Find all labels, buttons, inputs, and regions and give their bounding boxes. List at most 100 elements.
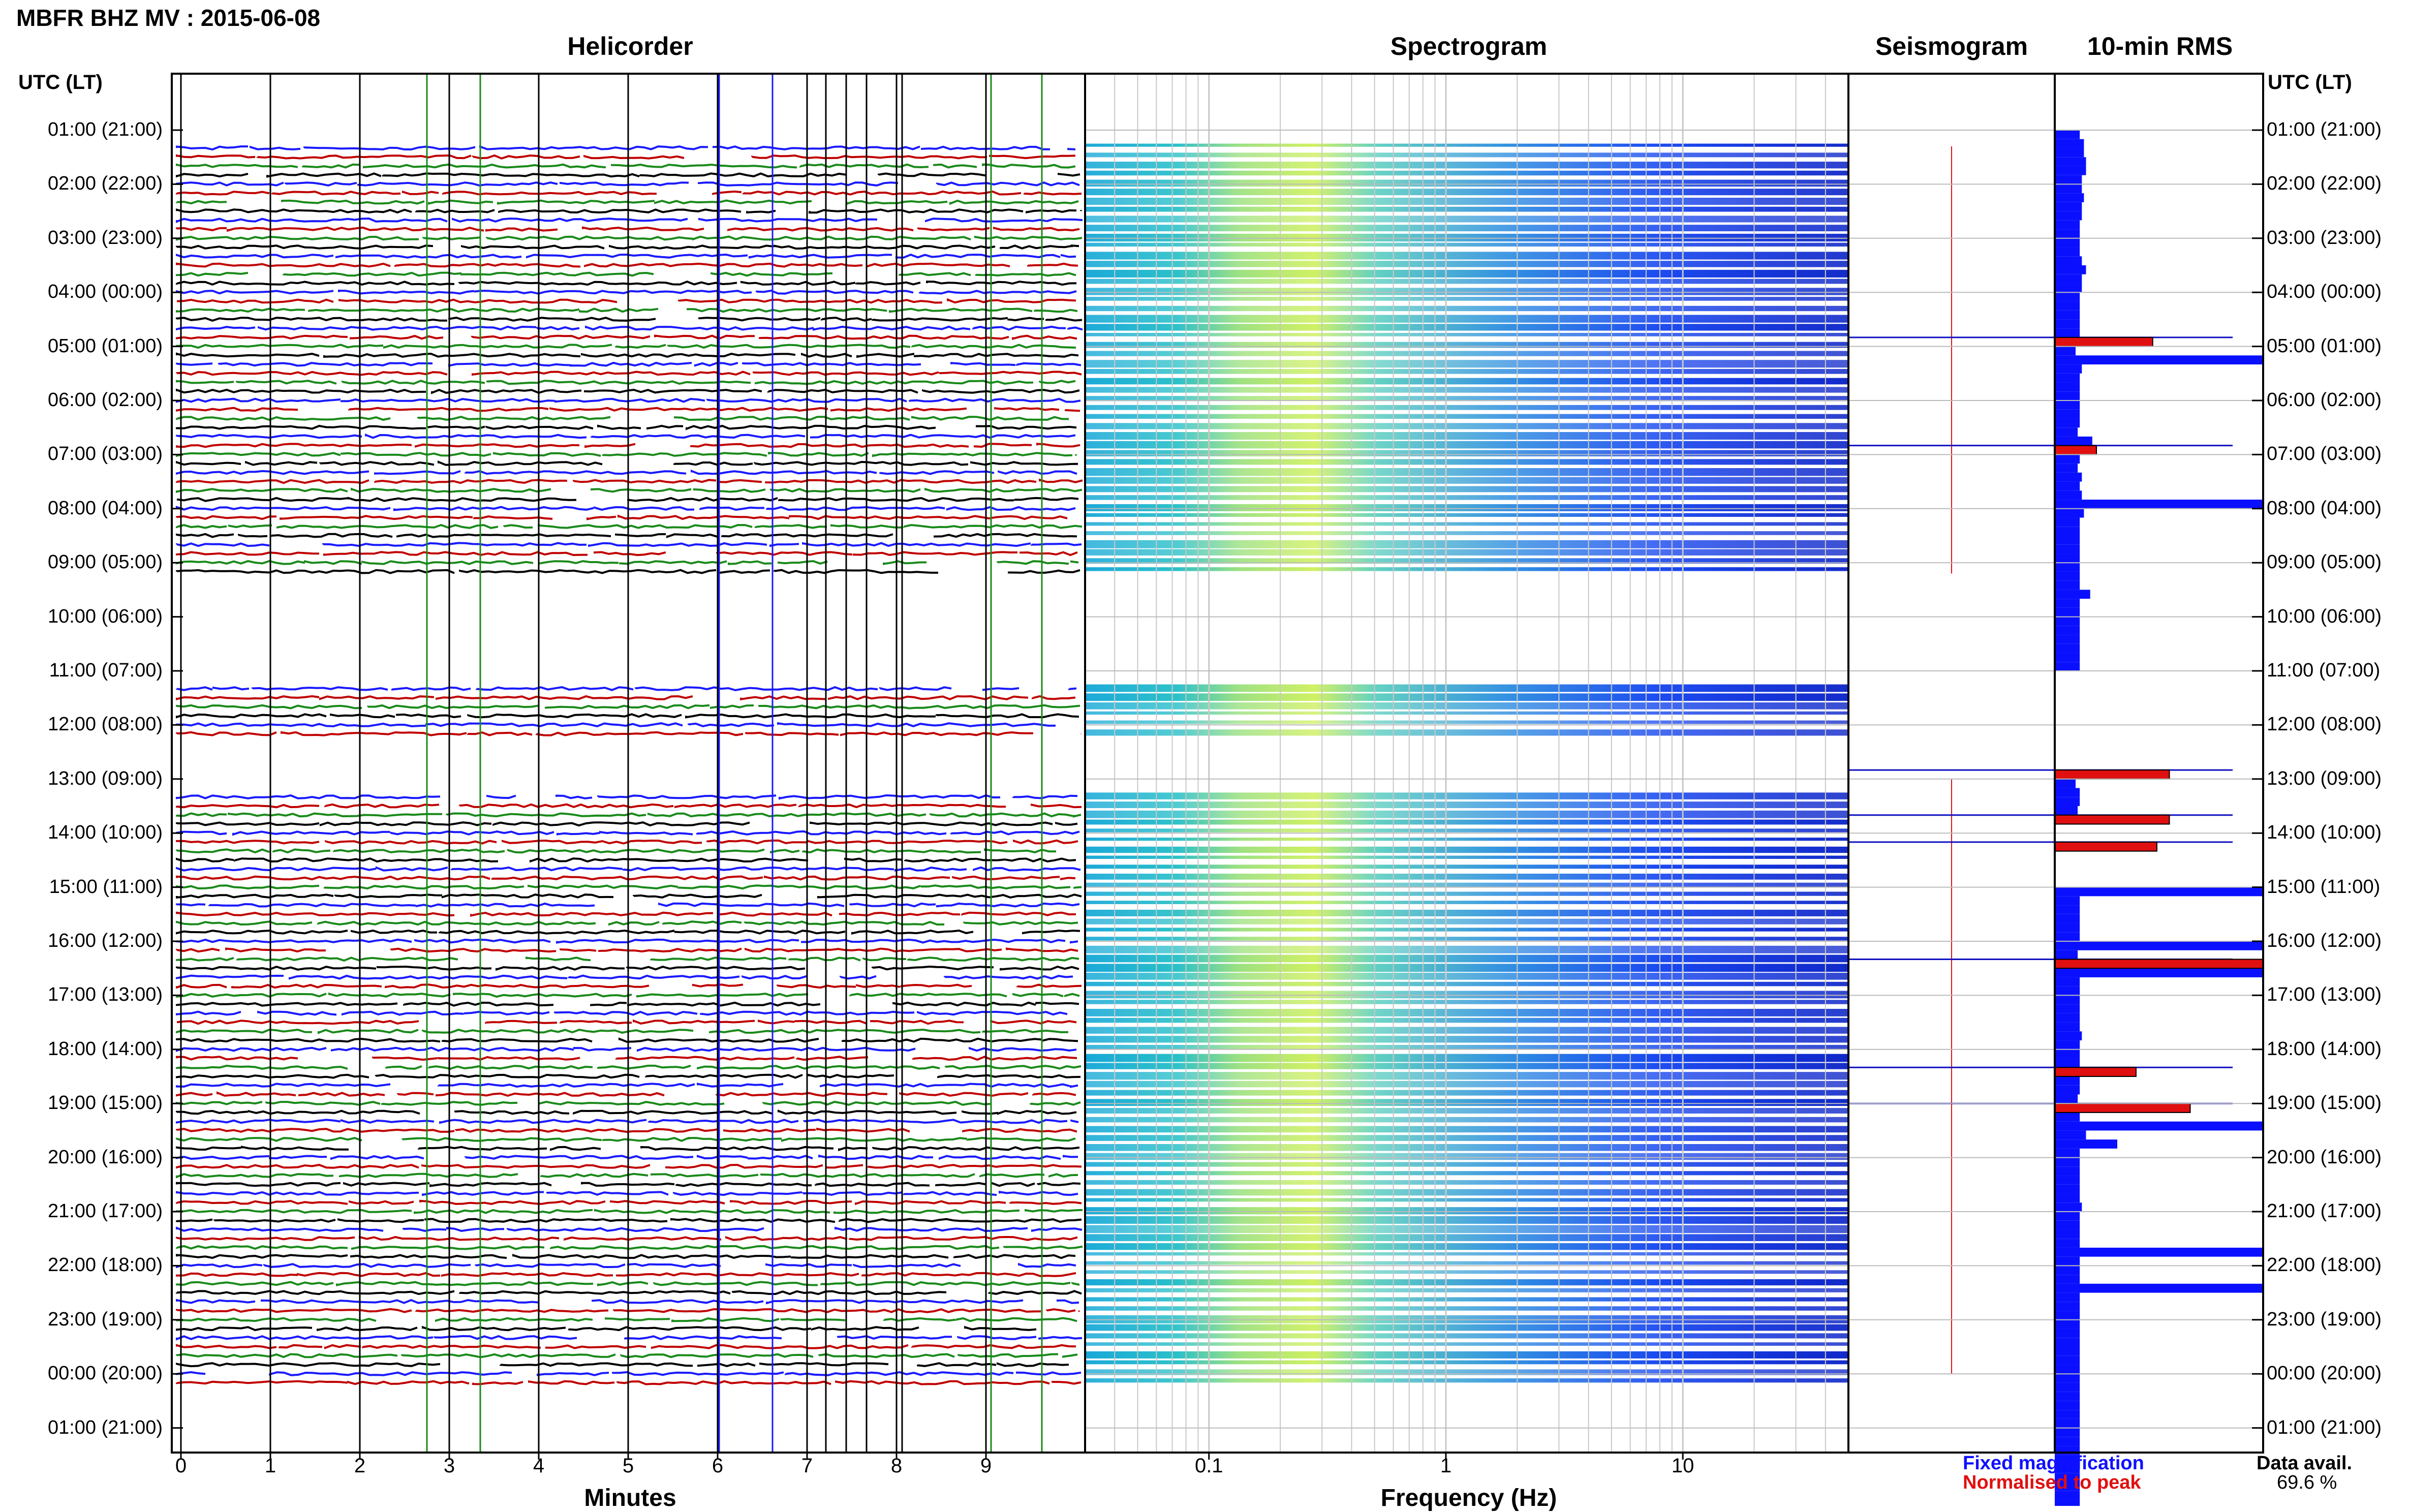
helicorder-trace: [176, 334, 1077, 341]
spectrogram-strip: [1086, 531, 1847, 535]
spectrogram-strip: [1086, 693, 1847, 701]
spectrogram-strip: [1086, 252, 1847, 260]
helicorder-trace: [176, 812, 1082, 818]
rms-bar: [2055, 310, 2080, 320]
spectrogram-strip: [1086, 540, 1847, 548]
rms-normalised-bar: [2054, 769, 2170, 780]
rms-bar: [2055, 527, 2080, 536]
rms-bar: [2055, 1004, 2080, 1013]
rms-bar: [2055, 1013, 2080, 1023]
helicorder-trace: [176, 1028, 1069, 1034]
minute-tick-label: 5: [622, 1455, 634, 1477]
spectrogram-strip: [1086, 1072, 1847, 1080]
rms-normalised-bar: [2054, 1103, 2191, 1113]
rms-bar: [2055, 1130, 2086, 1140]
helicorder-trace: [176, 947, 1078, 953]
rms-bar: [2055, 382, 2080, 392]
time-tick-label: 06:00 (02:00): [47, 389, 163, 411]
rms-bar: [2055, 1040, 2080, 1050]
spectrogram-strip: [1086, 801, 1847, 809]
rms-bar: [2055, 184, 2082, 194]
helicorder-trace: [176, 884, 1082, 890]
rms-normalised-bar: [2054, 1067, 2137, 1077]
time-tick-label: 01:00 (21:00): [2267, 1416, 2382, 1438]
rms-bar: [2055, 409, 2080, 419]
helicorder-trace: [176, 1127, 1077, 1133]
rms-bar: [2055, 418, 2080, 428]
helicorder-trace: [176, 1119, 1079, 1124]
chart-title: MBFR BHZ MV : 2015-06-08: [16, 5, 321, 31]
spectrogram-strip: [1086, 1252, 1847, 1256]
rms-bar: [2055, 130, 2080, 139]
rms-bar: [2055, 1482, 2080, 1491]
time-tick-label: 11:00 (07:00): [49, 660, 163, 681]
spectrogram-strip: [1086, 189, 1847, 196]
seismogram-panel: [1848, 146, 2233, 1374]
spectrogram-strip: [1086, 567, 1847, 571]
rms-bar: [2055, 788, 2080, 797]
spectrogram-strip: [1086, 954, 1847, 963]
time-tick-label: 12:00 (08:00): [47, 714, 163, 735]
spectrogram-strip: [1086, 991, 1847, 999]
rms-bar: [2055, 1166, 2080, 1176]
helicorder-trace: [176, 1380, 1082, 1385]
helicorder-trace: [176, 1254, 1076, 1259]
rms-bar: [2055, 905, 2080, 914]
rms-normalised-bar: [2054, 841, 2157, 852]
helicorder-trace: [176, 145, 1076, 151]
rms-bar: [2055, 914, 2080, 923]
helicorder-trace: [176, 1046, 1077, 1052]
time-tick-label: 03:00 (23:00): [47, 227, 163, 249]
spectrogram-strip: [1086, 459, 1847, 465]
spectrogram-strip: [1086, 1225, 1847, 1233]
helicorder-trace: [176, 1299, 1079, 1305]
time-tick-label: 02:00 (22:00): [2267, 173, 2382, 195]
rms-normalised-bar: [2054, 336, 2153, 347]
spectrogram-strip: [1086, 810, 1847, 818]
spectrogram-strip: [1086, 1108, 1847, 1114]
rms-bar: [2055, 1220, 2080, 1230]
time-tick-label: 04:00 (00:00): [47, 281, 163, 303]
rms-bar: [2055, 599, 2080, 608]
rms-bar: [2055, 635, 2080, 644]
helicorder-trace: [176, 533, 1077, 538]
helicorder-trace: [176, 1163, 1082, 1169]
time-tick-label: 06:00 (02:00): [2267, 389, 2382, 411]
spectrogram-strip: [1086, 1207, 1847, 1215]
helicorder-trace: [176, 1353, 1078, 1359]
helicorder-trace: [176, 794, 1078, 800]
helicorder-trace: [176, 695, 1076, 701]
spectrogram-strip: [1086, 179, 1847, 187]
helicorder-trace: [176, 920, 1078, 926]
seismogram-title: Seismogram: [1875, 32, 2028, 60]
spectrogram-strip: [1086, 513, 1847, 517]
rms-bar: [2055, 157, 2086, 166]
spectrogram-strip: [1086, 288, 1847, 295]
helicorder-trace: [176, 569, 1080, 574]
time-tick-label: 07:00 (03:00): [47, 443, 163, 465]
helicorder-trace: [176, 848, 1056, 854]
helicorder-trace: [176, 208, 1082, 214]
rms-bar: [2055, 1202, 2082, 1212]
helicorder-trace: [176, 289, 1077, 295]
rms-bar: [2055, 274, 2082, 284]
helicorder-trace: [176, 857, 1076, 863]
time-tick-label: 01:00 (21:00): [47, 1416, 163, 1438]
spectrogram-strip: [1086, 909, 1847, 916]
spectrogram-strip: [1086, 855, 1847, 859]
helicorder-trace: [176, 217, 1083, 223]
spectrogram-strip: [1086, 1063, 1847, 1069]
spectrogram-strip: [1086, 495, 1847, 500]
helicorder-trace: [176, 235, 1083, 241]
spectrogram-strip: [1086, 387, 1847, 393]
spectrogram-strip: [1086, 1044, 1847, 1050]
rms-bar: [2055, 607, 2080, 617]
spectrogram-strip: [1086, 828, 1847, 832]
rms-bar: [2055, 355, 2263, 365]
spectrogram-strip: [1086, 522, 1847, 526]
rms-bar: [2055, 950, 2078, 960]
spectrogram-strip: [1086, 1009, 1847, 1016]
time-tick-label: 08:00 (04:00): [2267, 497, 2382, 519]
frequency-tick-label: 10: [1671, 1455, 1694, 1477]
